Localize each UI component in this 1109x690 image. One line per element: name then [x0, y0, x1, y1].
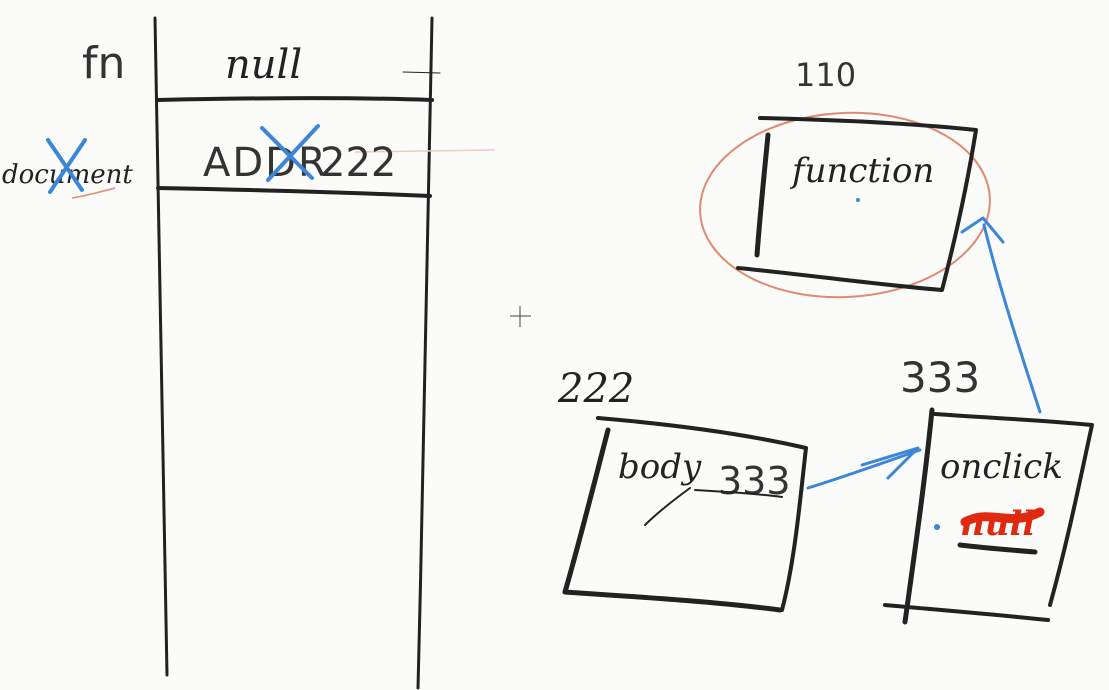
addr-label-110: 110: [795, 56, 856, 94]
null-underline: [957, 542, 1038, 555]
body-box-outline-top-right: [596, 416, 808, 612]
arrow-body-to-onclick: [806, 446, 922, 490]
stack-value-222: 222: [320, 140, 396, 186]
ink-dot: [856, 198, 860, 202]
body-box-text: body: [618, 447, 702, 487]
stack-left-border: [153, 16, 169, 677]
stack-row-divider-1: [156, 96, 434, 102]
onclick-box-null: null: [960, 504, 1035, 544]
stack-row-fn: fn null: [82, 38, 302, 89]
function-box-text: function: [789, 151, 934, 191]
strike-x-addr: [260, 124, 320, 182]
stack-var-fn: fn: [82, 38, 125, 89]
heap-object-onclick: 333 onclick null: [883, 353, 1094, 625]
onclick-box-bottom-edge: [883, 603, 1050, 622]
highlight-circle: [699, 111, 991, 299]
body-box-scribble: [644, 487, 691, 526]
function-box-outline: [736, 116, 978, 292]
body-box-bottom-edge: [562, 589, 783, 613]
addr-label-333: 333: [900, 353, 980, 402]
crosshair-cursor-icon: [510, 306, 531, 327]
underline-document: [71, 187, 116, 199]
onclick-box-left-edge: [902, 407, 935, 625]
body-box-left-edge: [562, 427, 611, 595]
red-scribble-strike: [960, 507, 1045, 527]
stray-pink-stroke: [354, 149, 496, 153]
stack-right-border: [416, 16, 434, 690]
onclick-box-outline-top-right: [933, 412, 1094, 607]
addr-label-222: 222: [557, 366, 634, 412]
heap-object-body: 222 body 333: [557, 366, 808, 613]
ref-underline: [694, 489, 783, 498]
strike-x-document: [46, 138, 87, 194]
stack-table: [153, 16, 496, 690]
stack-row-divider-2: [156, 186, 432, 198]
arrow-onclick-to-function: [960, 216, 1042, 414]
heap-object-function: 110 function: [699, 56, 991, 299]
stack-row-document: document ADDR 222: [2, 124, 396, 199]
onclick-box-text: onclick: [940, 447, 1063, 487]
function-box-left-edge: [754, 132, 771, 258]
stack-value-fn: null: [225, 42, 302, 88]
ink-dot-blue: [934, 524, 940, 530]
stray-mark-1: [402, 71, 441, 74]
stack-value-addr: ADDR: [203, 140, 328, 186]
